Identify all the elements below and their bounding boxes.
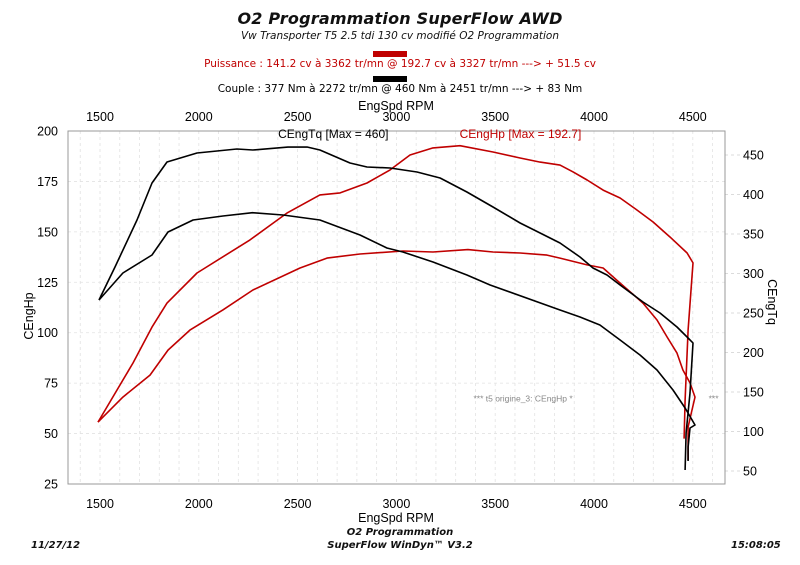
annotation-label: *** [709,393,720,403]
plot-frame [67,130,726,485]
x-axis-top: 1500 2000 2500 3000 3500 4000 4500 [86,110,707,124]
y-tick-label: 50 [44,427,58,441]
x-tick-label-bottom: 4500 [679,497,707,511]
series-line-cenghp-origine [97,248,696,460]
power-summary: Puissance : 141.2 cv à 3362 tr/mn @ 192.… [204,58,596,70]
x-tick-label-top: 1500 [86,110,114,124]
x-tick-label-bottom: 4000 [580,497,608,511]
x-tick-label-top: 3000 [382,110,410,124]
y-tick-label: 200 [37,125,58,139]
y-tick-label: 100 [37,326,58,340]
torque-summary: Couple : 377 Nm à 2272 tr/mn @ 460 Nm à … [217,83,583,95]
x-axis-label: EngSpd RPM [358,511,434,525]
y2-tick-label: 300 [743,267,764,281]
y2-tick-label: 200 [743,346,764,360]
y-tick-label: 150 [37,225,58,239]
x-tick-label-bottom: 1500 [86,497,114,511]
x-tick-label-bottom: 3500 [481,497,509,511]
y2-tick-label: 450 [743,149,764,163]
x-tick-label-top: 4500 [679,110,707,124]
y2-tick-label: 400 [743,188,764,202]
y2-tick-label: 250 [743,307,764,321]
x-axis-top-label: EngSpd RPM [358,99,434,113]
torque-legend-swatch [373,76,407,82]
x-tick-label-top: 3500 [481,110,509,124]
series-line-cenghp-modified [97,144,694,439]
footer-time: 15:08:05 [731,540,781,551]
chart-title: O2 Programmation SuperFlow AWD [237,9,563,28]
footer-company: O2 Programmation [346,527,454,538]
x-axis-bottom: 1500 2000 2500 3000 3500 4000 4500 [86,497,707,511]
series-line-cengtq-origine [98,211,696,461]
annotation-label: CEngHp [Max = 192.7] [460,127,582,141]
series-group [97,144,696,471]
x-tick-label-top: 2500 [284,110,312,124]
x-tick-label-bottom: 2500 [284,497,312,511]
footer-date: 11/27/12 [31,540,81,551]
y-axis-label: CEngHp [22,292,36,339]
series-line-cengtq-modified [98,146,694,471]
y-axis-left: 25 50 75 100 125 150 175 200 [37,125,58,492]
y-tick-label: 175 [37,175,58,189]
x-tick-label-top: 2000 [185,110,213,124]
annotations: CEngTq [Max = 460] CEngHp [Max = 192.7] **… [278,127,719,403]
chart-subtitle: Vw Transporter T5 2.5 tdi 130 cv modifié… [240,30,560,42]
x-tick-label-top: 4000 [580,110,608,124]
x-tick-label-bottom: 2000 [185,497,213,511]
footer-software: SuperFlow WinDyn™ V3.2 [327,540,473,551]
power-legend-swatch [373,51,407,57]
y2-tick-label: 350 [743,228,764,242]
y-tick-label: 125 [37,276,58,290]
annotation-label: *** t5 origine_3: CEngHp * [473,393,573,403]
y2-tick-label: 50 [743,465,757,479]
y-tick-label: 75 [44,377,58,391]
y2-axis-label: CEngTq [765,279,779,325]
annotation-label: CEngTq [Max = 460] [278,127,388,141]
y-axis-right: 50 100 150 200 250 300 350 400 450 [743,149,764,479]
y2-tick-label: 150 [743,386,764,400]
y-tick-label: 25 [44,478,58,492]
grid [68,131,748,484]
x-tick-label-bottom: 3000 [382,497,410,511]
y2-tick-label: 100 [743,425,764,439]
